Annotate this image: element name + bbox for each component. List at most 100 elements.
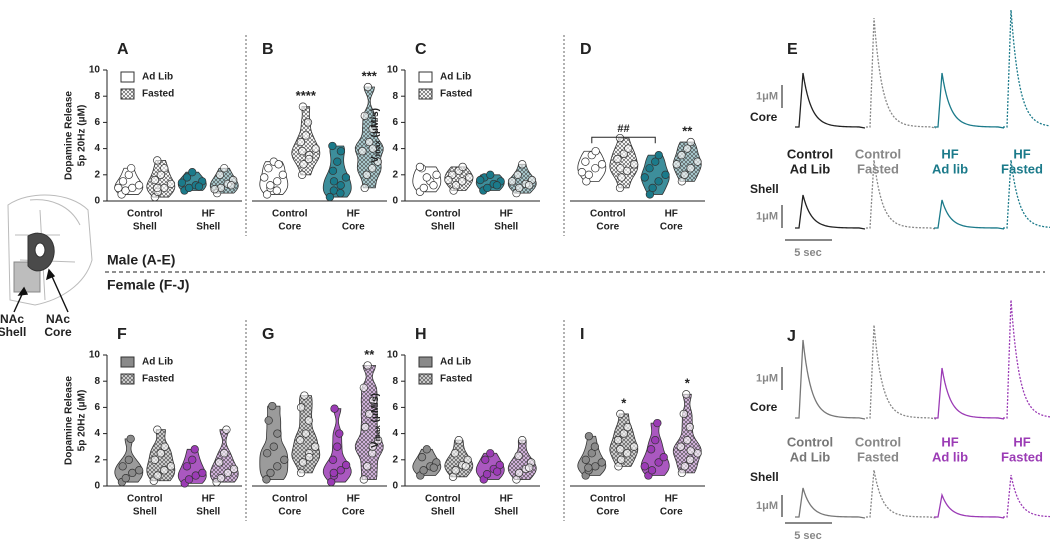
x-tick-label: Shell: [196, 507, 220, 518]
y-tick-label: 4: [94, 143, 100, 154]
column-label: HF: [1013, 146, 1030, 161]
data-point: [273, 177, 282, 186]
column-label: Control: [855, 434, 901, 449]
male-label: Male (A-E): [107, 252, 175, 268]
data-point: [591, 164, 600, 173]
column-label: Fasted: [1001, 449, 1043, 464]
significance: *: [621, 395, 627, 410]
trace: [934, 492, 1005, 519]
data-point: [118, 177, 128, 186]
data-point: [303, 118, 313, 127]
x-tick-label: HF: [347, 209, 360, 220]
data-point: [622, 449, 632, 458]
significance: **: [682, 123, 693, 138]
legend-swatch: [120, 71, 135, 83]
data-point: [615, 183, 625, 193]
x-tick-label: Control: [425, 494, 461, 505]
data-point: [514, 468, 524, 478]
data-point: [645, 164, 654, 173]
data-point: [369, 396, 378, 406]
data-point: [188, 455, 197, 464]
data-point: [299, 160, 308, 169]
data-point: [160, 164, 169, 173]
y-axis-label: Dopamine Release: [64, 376, 75, 465]
data-point: [220, 164, 229, 173]
trace: [795, 72, 866, 129]
data-point: [134, 181, 144, 190]
significance: ***: [362, 68, 378, 83]
data-point: [328, 455, 338, 464]
y-tick-label: 10: [387, 65, 399, 76]
data-point: [680, 170, 689, 179]
x-tick-label: Core: [596, 507, 619, 518]
data-point: [336, 147, 346, 156]
x-tick-label: HF: [202, 209, 215, 220]
significance: **: [364, 347, 375, 362]
y-axis-label: Vmax (μM/s): [370, 108, 382, 163]
data-point: [676, 442, 685, 451]
data-point: [584, 170, 593, 179]
data-point: [661, 170, 670, 179]
x-tick-label: Core: [278, 222, 301, 233]
data-point: [686, 446, 695, 455]
data-point: [617, 173, 626, 182]
x-tick-label: HF: [665, 209, 678, 220]
data-point: [672, 160, 681, 169]
data-point: [272, 186, 281, 195]
data-point: [210, 185, 219, 194]
trace: [795, 487, 866, 519]
panel-letter: E: [787, 41, 798, 58]
data-point: [451, 181, 461, 190]
legend-label: Fasted: [142, 374, 174, 385]
data-point: [150, 175, 160, 185]
data-point: [160, 466, 169, 475]
data-point: [341, 460, 351, 470]
data-point: [651, 157, 660, 166]
data-point: [166, 462, 176, 471]
data-point: [273, 462, 282, 471]
data-point: [450, 449, 460, 458]
row-label: Shell: [750, 182, 779, 196]
data-point: [182, 462, 192, 471]
legend-label: Fasted: [142, 89, 174, 100]
data-point: [304, 416, 313, 425]
data-point: [363, 361, 372, 370]
data-point: [296, 436, 305, 445]
x-tick-label: Core: [596, 222, 619, 233]
data-point: [153, 471, 162, 480]
data-point: [525, 463, 534, 472]
column-label: HF: [941, 434, 958, 449]
data-point: [305, 453, 314, 462]
data-point: [640, 462, 649, 471]
x-tick-label: Shell: [494, 507, 518, 518]
data-point: [359, 475, 369, 484]
brain-schematic: [7, 194, 93, 306]
data-point: [429, 181, 438, 190]
x-tick-label: Control: [127, 494, 163, 505]
data-point: [335, 429, 344, 438]
panel-letter: H: [415, 326, 427, 343]
y-axis-label: 5p 20Hz (μM): [77, 390, 88, 452]
data-point: [481, 455, 490, 464]
data-point: [296, 468, 306, 478]
y-tick-label: 8: [392, 376, 398, 387]
panel-letter: I: [580, 326, 584, 343]
column-label: Fasted: [857, 161, 899, 176]
column-label: Fasted: [857, 449, 899, 464]
data-point: [486, 449, 495, 458]
data-point: [482, 470, 492, 479]
data-point: [624, 144, 633, 153]
legend-swatch: [418, 88, 433, 100]
row-label: Shell: [750, 470, 779, 484]
y-axis-label: Vmax (μM/s): [370, 393, 382, 448]
data-point: [422, 173, 431, 182]
data-point: [476, 175, 485, 185]
data-point: [432, 170, 441, 179]
data-point: [273, 429, 282, 438]
brain-label: NAc: [46, 312, 70, 326]
data-point: [590, 442, 600, 451]
y-axis-label: Dopamine Release: [64, 91, 75, 180]
data-point: [360, 111, 369, 120]
data-point: [373, 157, 382, 166]
